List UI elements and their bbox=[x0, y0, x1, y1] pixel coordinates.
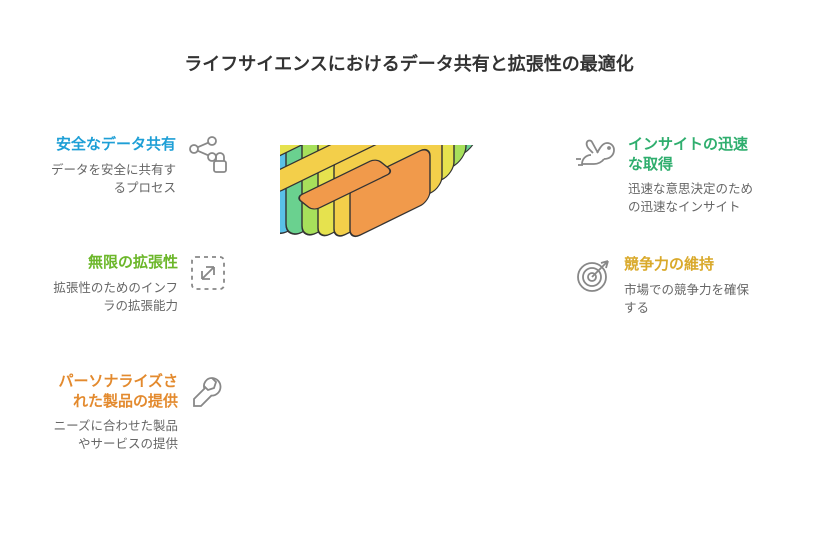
target-icon bbox=[574, 255, 614, 300]
callout-desc: ニーズに合わせた製品やサービスの提供 bbox=[48, 417, 178, 453]
expand-dashed-icon bbox=[188, 253, 228, 298]
callout-desc: 拡張性のためのインフラの拡張能力 bbox=[48, 279, 178, 315]
callout-title: 無限の拡張性 bbox=[48, 253, 178, 273]
callout-title: インサイトの迅速な取得 bbox=[628, 135, 754, 174]
callout-infinite-scale: 無限の拡張性 拡張性のためのインフラの拡張能力 bbox=[48, 253, 228, 315]
share-lock-icon bbox=[186, 135, 228, 182]
callout-competitive: 競争力の維持 市場での競争力を確保する bbox=[574, 255, 754, 317]
callout-fast-insight: インサイトの迅速な取得 迅速な意思決定のための迅速なインサイト bbox=[574, 135, 754, 216]
callout-personalized: パーソナライズされた製品の提供 ニーズに合わせた製品やサービスの提供 bbox=[48, 372, 228, 453]
wrench-icon bbox=[188, 372, 228, 417]
callout-desc: 市場での競争力を確保する bbox=[624, 281, 754, 317]
callout-desc: データを安全に共有するプロセス bbox=[48, 161, 176, 197]
page-title: ライフサイエンスにおけるデータ共有と拡張性の最適化 bbox=[0, 50, 818, 76]
callout-desc: 迅速な意思決定のための迅速なインサイト bbox=[628, 180, 754, 216]
callout-title: 安全なデータ共有 bbox=[48, 135, 176, 155]
rabbit-icon bbox=[574, 135, 618, 180]
callout-secure-sharing: 安全なデータ共有 データを安全に共有するプロセス bbox=[48, 135, 228, 197]
pyramid-graphic bbox=[280, 145, 580, 445]
callout-title: パーソナライズされた製品の提供 bbox=[48, 372, 178, 411]
callout-title: 競争力の維持 bbox=[624, 255, 754, 275]
